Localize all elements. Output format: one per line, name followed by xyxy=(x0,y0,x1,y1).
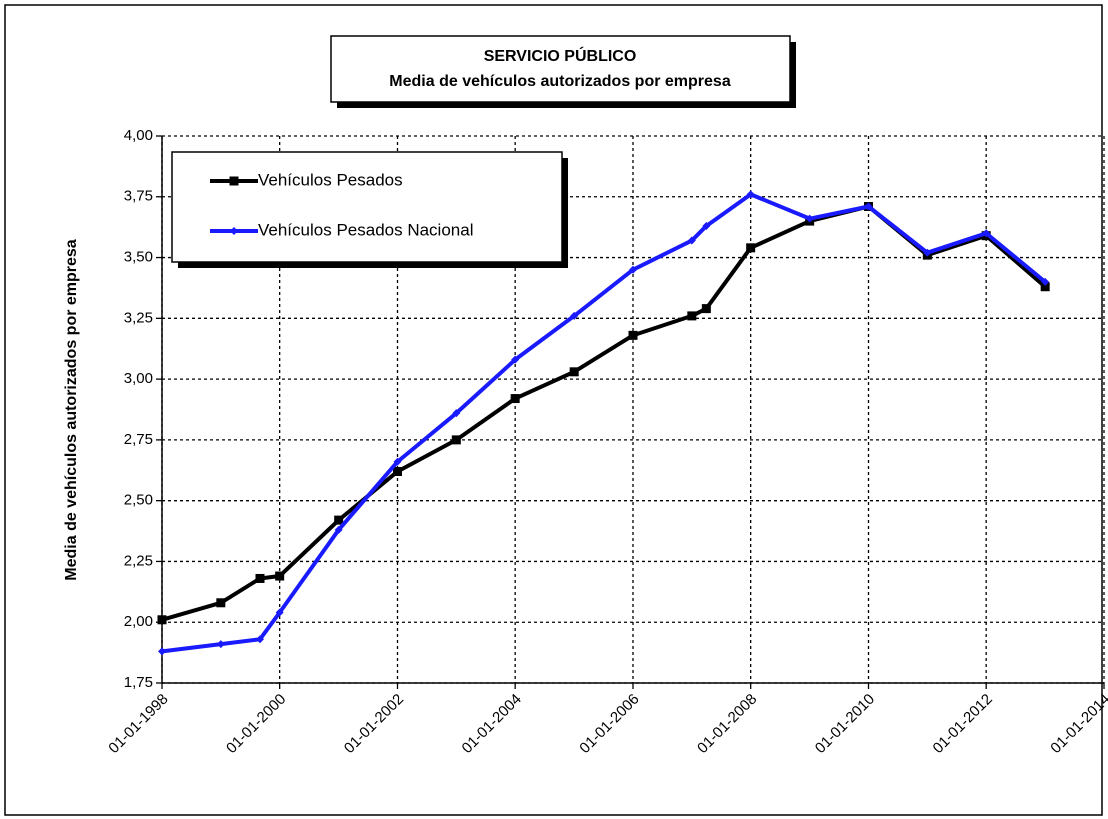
y-tick-label: 2,00 xyxy=(124,613,153,630)
y-tick-label: 2,50 xyxy=(124,492,153,509)
marker xyxy=(805,214,814,223)
marker xyxy=(275,608,284,617)
marker xyxy=(687,311,697,321)
marker xyxy=(1040,282,1050,292)
legend-marker xyxy=(230,227,238,235)
y-tick-label: 3,75 xyxy=(124,188,153,205)
chart-title: SERVICIO PÚBLICO xyxy=(484,46,637,65)
y-axis-label: Media de vehículos autorizados por empre… xyxy=(63,239,80,581)
marker xyxy=(451,435,461,445)
chart-subtitle: Media de vehículos autorizados por empre… xyxy=(389,73,731,90)
marker xyxy=(687,236,696,245)
marker xyxy=(511,355,520,364)
y-tick-label: 3,50 xyxy=(124,249,153,266)
frame xyxy=(4,4,1103,816)
series-line xyxy=(161,192,1047,654)
marker xyxy=(393,457,402,466)
legend-marker xyxy=(229,176,239,186)
y-tick-label: 3,25 xyxy=(124,309,153,326)
marker xyxy=(746,243,756,253)
marker xyxy=(629,265,637,274)
marker xyxy=(628,330,638,340)
marker xyxy=(256,635,265,644)
marker xyxy=(393,466,402,476)
y-tick-label: 2,25 xyxy=(124,552,153,569)
y-tick-label: 4,00 xyxy=(124,127,153,144)
marker xyxy=(746,190,755,199)
marker xyxy=(570,311,579,320)
marker xyxy=(452,409,461,418)
marker xyxy=(702,221,711,230)
marker xyxy=(158,647,166,656)
y-tick-label: 3,00 xyxy=(124,370,153,387)
legend xyxy=(171,151,563,263)
marker xyxy=(510,394,520,404)
legend-label: Vehículos Pesados xyxy=(258,170,403,189)
y-tick-label: 2,75 xyxy=(124,431,153,448)
legend-label: Vehículos Pesados Nacional xyxy=(258,220,473,239)
marker xyxy=(923,248,932,257)
marker xyxy=(334,525,343,534)
marker xyxy=(1041,277,1050,286)
marker xyxy=(216,640,225,649)
marker xyxy=(157,615,167,625)
marker xyxy=(569,367,579,377)
marker xyxy=(864,202,873,211)
marker xyxy=(701,304,711,314)
y-tick-label: 1,75 xyxy=(124,674,153,691)
marker xyxy=(982,229,991,238)
marker xyxy=(216,598,226,608)
marker xyxy=(334,515,344,525)
marker xyxy=(275,571,285,581)
title-box xyxy=(330,35,791,103)
marker xyxy=(255,573,265,583)
